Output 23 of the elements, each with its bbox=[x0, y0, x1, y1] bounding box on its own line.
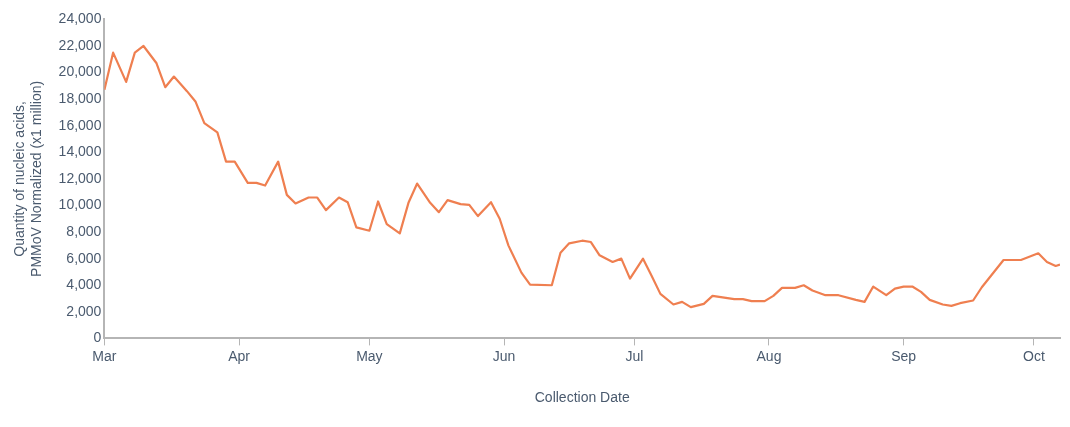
x-tick-label: Jul bbox=[625, 347, 644, 364]
y-tick-label: 4,000 bbox=[66, 276, 102, 293]
x-tick-label: Oct bbox=[1023, 347, 1045, 364]
y-tick-label: 24,000 bbox=[58, 10, 102, 27]
y-tick-label: 16,000 bbox=[58, 116, 102, 133]
x-tick-label: Aug bbox=[756, 347, 782, 364]
x-tick-label: Mar bbox=[92, 347, 117, 364]
y-tick-label: 12,000 bbox=[58, 169, 102, 186]
x-tick-label: Apr bbox=[228, 347, 251, 364]
x-axis-title: Collection Date bbox=[534, 389, 630, 406]
x-tick-label: May bbox=[356, 347, 383, 364]
y-tick-label: 20,000 bbox=[58, 63, 102, 80]
y-tick-label: 6,000 bbox=[66, 249, 102, 266]
y-tick-label: 22,000 bbox=[58, 36, 102, 53]
y-tick-label: 2,000 bbox=[66, 302, 102, 319]
y-tick-label: 18,000 bbox=[58, 90, 102, 107]
y-tick-label: 10,000 bbox=[58, 196, 102, 213]
x-tick-label: Sep bbox=[891, 347, 917, 364]
x-tick-label: Jun bbox=[492, 347, 516, 364]
y-tick-label: 14,000 bbox=[58, 143, 102, 160]
y-tick-label: 8,000 bbox=[66, 222, 102, 239]
y-axis-title: Quantity of nucleic acids, PMMoV Normalized (x1 million) bbox=[11, 80, 45, 277]
y-tick-label: 0 bbox=[93, 329, 102, 346]
